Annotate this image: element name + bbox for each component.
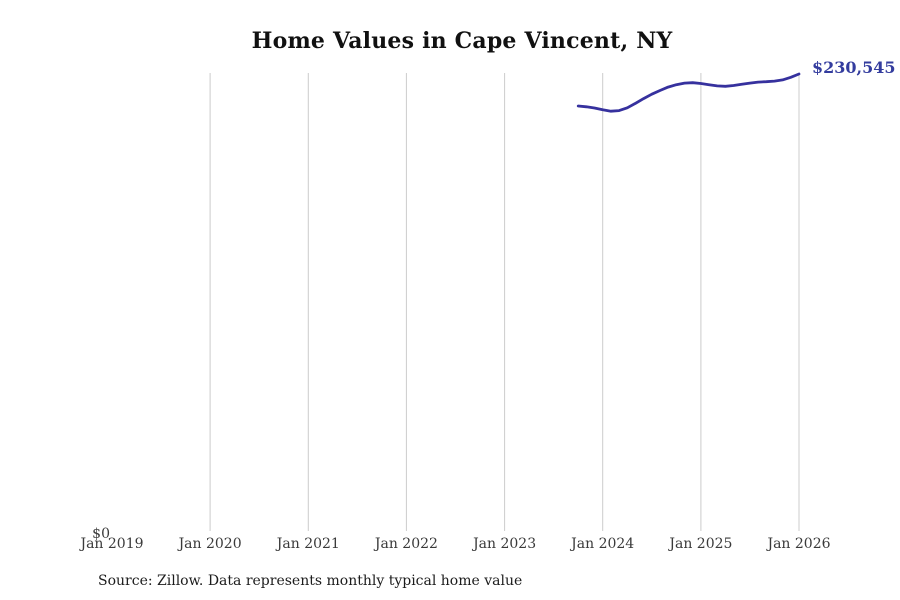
x-tick-label: Jan 2026 [767, 536, 831, 552]
source-note: Source: Zillow. Data represents monthly … [98, 573, 523, 589]
x-tick-label: Jan 2022 [374, 536, 438, 552]
x-tick-label: Jan 2024 [571, 536, 635, 552]
x-tick-label: Jan 2020 [178, 536, 242, 552]
x-tick-label: Jan 2023 [473, 536, 537, 552]
x-tick-label: Jan 2025 [669, 536, 733, 552]
home-value-line [576, 72, 801, 113]
x-tick-label: Jan 2021 [276, 536, 340, 552]
x-tick-label: Jan 2019 [80, 536, 144, 552]
latest-value-label: $230,545 [812, 58, 896, 77]
gridlines-group [209, 73, 800, 531]
y-axis-zero-label: $0 [92, 526, 110, 542]
chart-title: Home Values in Cape Vincent, NY [251, 28, 673, 54]
